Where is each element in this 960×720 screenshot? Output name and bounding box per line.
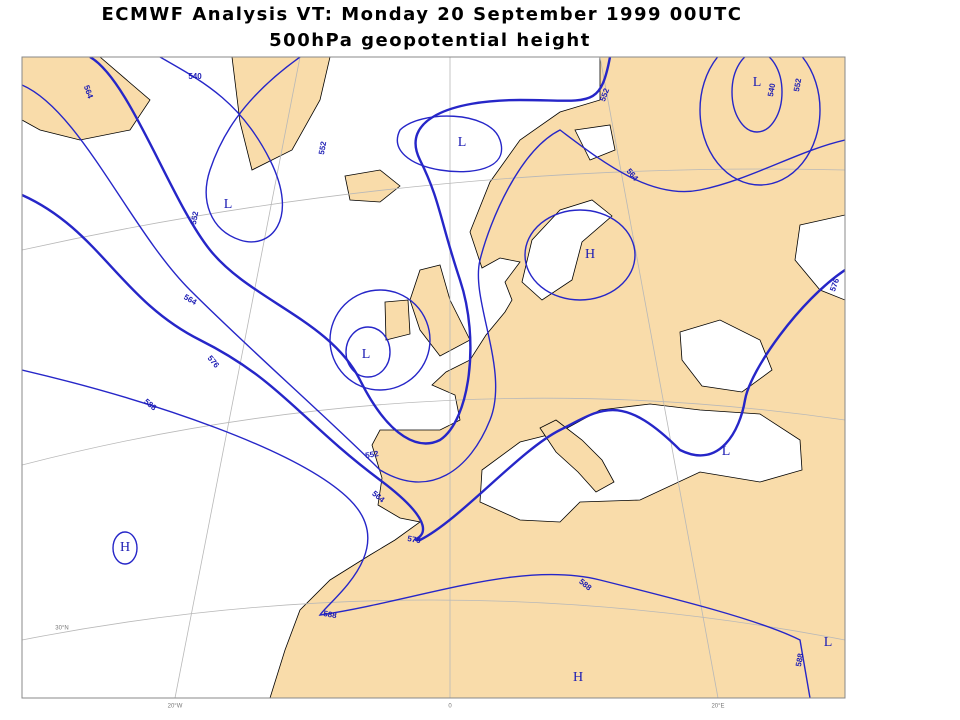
contour-label: 552 xyxy=(365,449,380,460)
contour-label: 588 xyxy=(323,609,338,620)
graticule-label: 30°N xyxy=(55,626,68,632)
pressure-center: L xyxy=(824,635,833,650)
subtitle: 500hPa geopotential height xyxy=(269,30,591,51)
contour-label: 540 xyxy=(188,72,202,81)
canada xyxy=(22,57,151,141)
contour-label: 540 xyxy=(766,82,777,97)
contour-label: 564 xyxy=(82,84,95,100)
contour-label: 588 xyxy=(794,652,805,667)
pressure-center: H xyxy=(573,670,583,685)
contour-label: 552 xyxy=(598,87,611,103)
greenland xyxy=(231,57,331,171)
pressure-center: L xyxy=(722,444,731,459)
great-britain xyxy=(409,264,471,357)
pressure-center: L xyxy=(458,135,467,150)
white-sea xyxy=(574,124,616,161)
contour-label: 552 xyxy=(792,77,803,92)
pressure-center: H xyxy=(120,540,130,555)
contour-label: 552 xyxy=(189,210,200,225)
iceland xyxy=(344,169,401,203)
black-sea xyxy=(679,319,773,393)
pressure-center: L xyxy=(224,197,233,212)
ireland xyxy=(384,299,411,341)
title: ECMWF Analysis VT: Monday 20 September 1… xyxy=(102,4,743,25)
pressure-center: L xyxy=(362,347,371,362)
graticule-label: 20°W xyxy=(168,704,183,710)
contour-label: 552 xyxy=(317,140,328,155)
contour-label: 576 xyxy=(828,277,841,293)
land-europe-africa xyxy=(269,57,845,698)
graticule-label: 20°E xyxy=(711,704,724,710)
pressure-center: L xyxy=(753,75,762,90)
contour-label: 576 xyxy=(407,534,422,545)
pressure-center: H xyxy=(585,247,595,262)
map-area xyxy=(22,57,845,698)
graticule-label: 0 xyxy=(448,704,452,710)
